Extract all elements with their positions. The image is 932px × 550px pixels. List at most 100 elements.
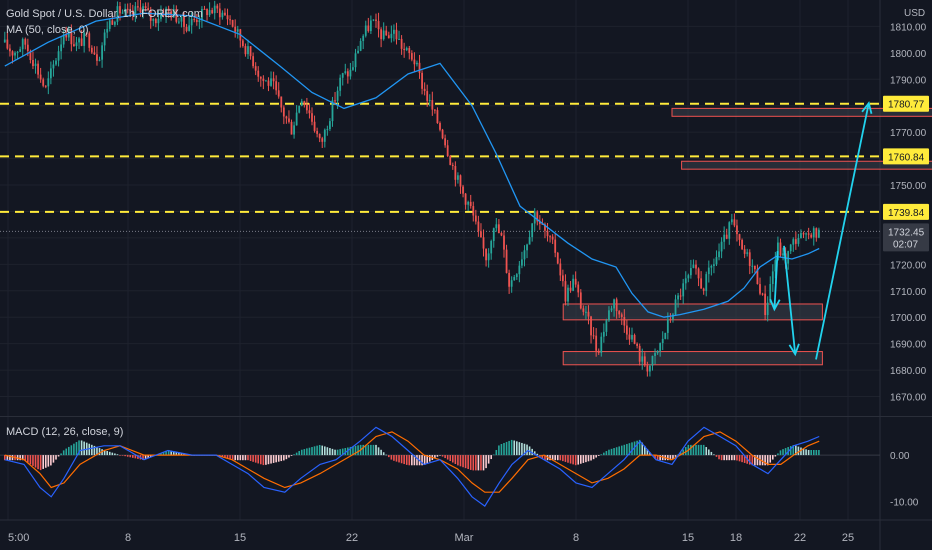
candle-body xyxy=(201,8,203,21)
candle-body xyxy=(590,316,592,336)
macd-indicator-label[interactable]: MACD (12, 26, close, 9) xyxy=(6,426,123,438)
macd-histogram-bar xyxy=(316,445,318,456)
macd-histogram-bar xyxy=(469,455,472,470)
candle-body xyxy=(741,239,743,250)
candle-body xyxy=(582,308,585,312)
candle-body xyxy=(410,53,413,60)
candle-body xyxy=(521,259,523,266)
macd-histogram-bar xyxy=(370,444,372,456)
candle-body xyxy=(265,80,267,82)
ma-indicator-label[interactable]: MA (50, close, 0) xyxy=(6,24,89,36)
macd-histogram-bar xyxy=(715,455,718,457)
macd-histogram-bar xyxy=(779,450,782,456)
candle-body xyxy=(800,233,802,238)
candle-body xyxy=(515,274,518,278)
candle-body xyxy=(441,129,444,139)
candle-body xyxy=(684,278,687,284)
macd-histogram-bar xyxy=(103,450,106,456)
symbol-title[interactable]: Gold Spot / U.S. Dollar, 1h, FOREX.com xyxy=(6,8,203,20)
candle-body xyxy=(249,46,252,57)
macd-histogram-bar xyxy=(388,455,390,458)
candle-body xyxy=(44,85,47,87)
candle-body xyxy=(559,263,562,276)
candle-body xyxy=(436,110,439,124)
candle-body xyxy=(167,8,170,12)
macd-histogram-bar xyxy=(428,455,431,462)
countdown-label: 02:07 xyxy=(893,239,918,250)
macd-histogram-bar xyxy=(170,450,172,456)
macd-histogram-bar xyxy=(114,453,116,456)
current-price-label: 1732.45 xyxy=(888,227,925,238)
macd-histogram-bar xyxy=(265,455,267,465)
candle-body xyxy=(807,233,810,235)
candle-body xyxy=(364,25,367,36)
candle-body xyxy=(185,26,188,31)
candle-body xyxy=(654,353,656,356)
candle-body xyxy=(116,6,119,22)
macd-histogram-bar xyxy=(672,455,674,460)
macd-histogram-bar xyxy=(144,455,147,460)
price-tick-label: 1720.00 xyxy=(890,260,927,271)
macd-histogram-bar xyxy=(270,455,272,464)
candle-body xyxy=(203,8,206,10)
macd-histogram-bar xyxy=(267,455,270,465)
price-axis[interactable]: 1670.00 1680.00 1690.00 1700.00 1710.00 1720.… xyxy=(883,22,929,508)
macd-histogram-bar xyxy=(403,455,405,465)
macd-histogram-bar xyxy=(242,455,244,461)
candle-body xyxy=(797,237,800,244)
candle-body xyxy=(810,234,813,238)
candle-body xyxy=(469,201,472,207)
candle-body xyxy=(134,6,137,15)
macd-histogram-bar xyxy=(172,451,175,456)
candle-body xyxy=(646,365,649,372)
candle-body xyxy=(725,234,728,239)
price-tick-label: 1700.00 xyxy=(890,313,927,324)
candle-body xyxy=(467,201,470,205)
macd-histogram-bar xyxy=(42,455,44,469)
macd-histogram-bar xyxy=(116,454,119,456)
candle-body xyxy=(651,355,654,366)
candle-body xyxy=(480,231,482,238)
macd-histogram-bar xyxy=(262,455,265,466)
macd-histogram-bar xyxy=(526,444,528,456)
time-axis[interactable]: 5:00 8 15 22 Mar 8 15 18 22 25 xyxy=(8,532,854,544)
macd-histogram-bar xyxy=(626,443,628,456)
arrow-shaft xyxy=(773,251,779,310)
macd-histogram-bar xyxy=(382,452,385,456)
price-tick-label: 1680.00 xyxy=(890,366,927,377)
price-tick-label: 1750.00 xyxy=(890,181,927,192)
macd-histogram-bar xyxy=(277,455,280,462)
macd-histogram-bar xyxy=(613,448,615,456)
candle-body xyxy=(80,38,83,46)
candle-body xyxy=(65,34,68,38)
macd-histogram-bar xyxy=(684,447,687,456)
candle-body xyxy=(39,74,42,80)
candle-body xyxy=(318,133,321,139)
macd-histogram-bar xyxy=(774,455,777,457)
macd-histogram-bar xyxy=(252,455,254,462)
candle-body xyxy=(221,12,224,18)
macd-histogram-bar xyxy=(503,442,505,456)
candle-body xyxy=(433,109,436,111)
macd-histogram-bar xyxy=(44,455,47,468)
candle-body xyxy=(346,71,349,77)
macd-histogram-bar xyxy=(126,455,129,457)
macd-line xyxy=(4,426,820,507)
macd-histogram-bar xyxy=(318,444,321,456)
candle-body xyxy=(55,60,57,65)
macd-histogram-bar xyxy=(638,439,641,456)
candle-body xyxy=(569,287,572,291)
candle-body xyxy=(395,29,398,40)
candle-body xyxy=(641,356,644,362)
macd-histogram-bar xyxy=(68,446,70,456)
macd-histogram-bar xyxy=(142,455,144,460)
macd-histogram-bar xyxy=(308,447,311,456)
candle-body xyxy=(595,335,598,351)
macd-histogram-bar xyxy=(385,454,388,456)
macd-histogram-bar xyxy=(736,455,738,461)
macd-histogram-bar xyxy=(421,455,423,466)
candle-body xyxy=(339,77,342,91)
macd-histogram-bar xyxy=(741,455,743,463)
time-tick-label: 15 xyxy=(682,532,694,544)
